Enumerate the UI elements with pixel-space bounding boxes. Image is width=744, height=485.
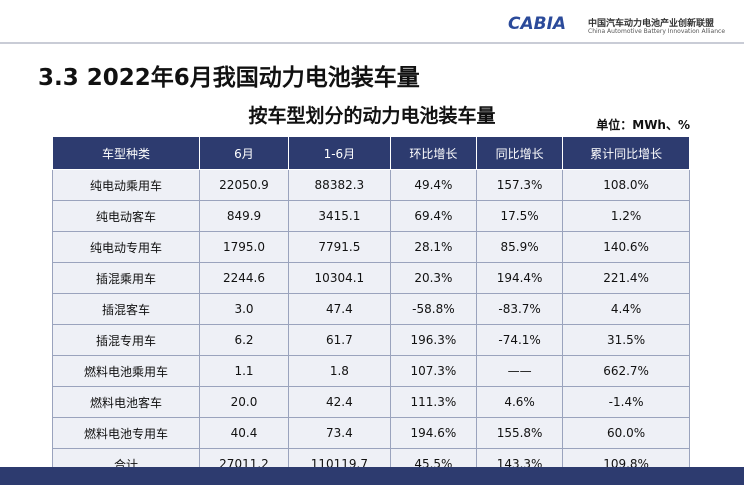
- table-cell: 20.3%: [389, 262, 477, 294]
- table-cell: 插混客车: [51, 293, 201, 325]
- column-header: 1-6月: [287, 136, 391, 170]
- table-cell: 1.1: [199, 355, 289, 387]
- table-cell: 49.4%: [389, 169, 477, 201]
- footer-band: [0, 467, 744, 485]
- table-cell: 纯电动专用车: [51, 231, 201, 263]
- column-header: 6月: [199, 136, 289, 170]
- table-cell: 157.3%: [475, 169, 564, 201]
- table-cell: -74.1%: [475, 324, 564, 356]
- table-cell: 6.2: [199, 324, 289, 356]
- table-cell: 燃料电池专用车: [51, 417, 201, 449]
- table-cell: 燃料电池乘用车: [51, 355, 201, 387]
- table-cell: 47.4: [287, 293, 391, 325]
- table-cell: 纯电动乘用车: [51, 169, 201, 201]
- table-cell: 22050.9: [199, 169, 289, 201]
- table-cell: 合计: [51, 448, 201, 480]
- header-rule: [0, 42, 744, 44]
- table-cell: 插混乘用车: [51, 262, 201, 294]
- unit: 单位：MWh、%: [596, 118, 690, 132]
- table-cell: 111.3%: [389, 386, 477, 418]
- table-cell: 1.8: [287, 355, 391, 387]
- column-header: 同比增长: [475, 136, 564, 170]
- table-cell: 140.6%: [562, 231, 690, 263]
- table-cell: 4.6%: [475, 386, 564, 418]
- table-row: 插混客车 3.0 47.4 -58.8% -83.7% 4.4%: [51, 293, 690, 325]
- table-cell: 3415.1: [287, 200, 391, 232]
- table-cell: 4.4%: [562, 293, 690, 325]
- subtitle: 按车型划分的动力电池装车量: [248, 105, 496, 127]
- table-cell: 1795.0: [199, 231, 289, 263]
- table-cell: 221.4%: [562, 262, 690, 294]
- header-row: 车型种类 6月 1-6月 环比增长 同比增长 累计同比增长: [51, 136, 690, 170]
- table-cell: 194.4%: [475, 262, 564, 294]
- table-cell: 1.2%: [562, 200, 690, 232]
- table-cell: 31.5%: [562, 324, 690, 356]
- table-row: 纯电动乘用车 22050.9 88382.3 49.4% 157.3% 108.0%: [51, 169, 690, 201]
- table-cell: 60.0%: [562, 417, 690, 449]
- table-cell: 61.7: [287, 324, 391, 356]
- table: 车型种类 6月 1-6月 环比增长 同比增长 累计同比增长 纯电动乘用车 22050.9 883…: [51, 136, 690, 480]
- table-cell: 20.0: [199, 386, 289, 418]
- logo-brand: CABIA: [508, 14, 567, 34]
- table-row: 插混专用车 6.2 61.7 196.3% -74.1% 31.5%: [51, 324, 690, 356]
- table-cell: 3.0: [199, 293, 289, 325]
- table-cell: 42.4: [287, 386, 391, 418]
- table-row: 燃料电池乘用车 1.1 1.8 107.3% —— 662.7%: [51, 355, 690, 387]
- table-row: 燃料电池专用车 40.4 73.4 194.6% 155.8% 60.0%: [51, 417, 690, 449]
- table-cell: 155.8%: [475, 417, 564, 449]
- table-cell: -83.7%: [475, 293, 564, 325]
- table-cell: -58.8%: [389, 293, 477, 325]
- table-cell: 2244.6: [199, 262, 289, 294]
- column-header: 环比增长: [389, 136, 477, 170]
- table-cell: 73.4: [287, 417, 391, 449]
- table-row: 插混乘用车 2244.6 10304.1 20.3% 194.4% 221.4%: [51, 262, 690, 294]
- table-cell: 燃料电池客车: [51, 386, 201, 418]
- table-cell: 88382.3: [287, 169, 391, 201]
- table-cell: 85.9%: [475, 231, 564, 263]
- table-row: 纯电动客车 849.9 3415.1 69.4% 17.5% 1.2%: [51, 200, 690, 232]
- table-cell: 28.1%: [389, 231, 477, 263]
- table-cell: 10304.1: [287, 262, 391, 294]
- table-cell: 849.9: [199, 200, 289, 232]
- table-cell: ——: [475, 355, 564, 387]
- table-cell: 插混专用车: [51, 324, 201, 356]
- table-cell: 40.4: [199, 417, 289, 449]
- table-cell: 17.5%: [475, 200, 564, 232]
- table-cell: 7791.5: [287, 231, 391, 263]
- table-row: 燃料电池客车 20.0 42.4 111.3% 4.6% -1.4%: [51, 386, 690, 418]
- table-cell: 194.6%: [389, 417, 477, 449]
- title: 3.3 2022年6月我国动力电池装车量: [38, 65, 420, 91]
- table-row: 纯电动专用车 1795.0 7791.5 28.1% 85.9% 140.6%: [51, 231, 690, 263]
- table-cell: 69.4%: [389, 200, 477, 232]
- table-cell: 纯电动客车: [51, 200, 201, 232]
- logo-name-cn: 中国汽车动力电池产业创新联盟: [588, 19, 715, 29]
- logo-name-en: China Automotive Battery Innovation Alli…: [588, 28, 726, 35]
- table-cell: 196.3%: [389, 324, 477, 356]
- table-cell: 662.7%: [562, 355, 690, 387]
- table-cell: -1.4%: [562, 386, 690, 418]
- column-header: 车型种类: [51, 136, 201, 170]
- table-cell: 107.3%: [389, 355, 477, 387]
- column-header: 累计同比增长: [562, 136, 690, 170]
- table-cell: 108.0%: [562, 169, 690, 201]
